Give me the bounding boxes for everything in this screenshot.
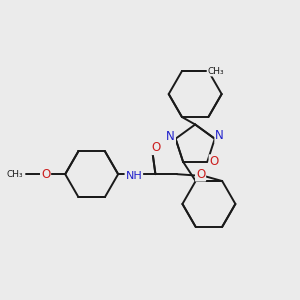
Text: CH₃: CH₃	[6, 170, 23, 179]
Text: O: O	[41, 168, 50, 181]
Text: N: N	[166, 130, 175, 143]
Text: CH₃: CH₃	[207, 67, 224, 76]
Text: O: O	[152, 141, 161, 154]
Text: O: O	[196, 168, 205, 181]
Text: N: N	[215, 129, 224, 142]
Text: NH: NH	[125, 171, 142, 181]
Text: O: O	[209, 155, 219, 168]
